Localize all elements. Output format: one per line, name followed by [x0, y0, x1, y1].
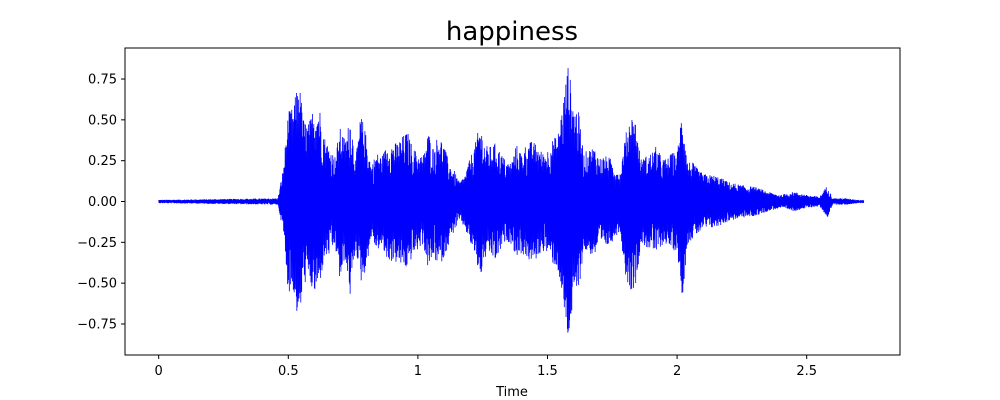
x-tick-label: 0 [155, 364, 163, 379]
chart-title: happiness [446, 17, 578, 47]
x-axis: 0 0.5 1 1.5 2 2.5 [155, 355, 817, 379]
y-tick-label: 0.50 [88, 113, 117, 128]
y-tick-label: −0.75 [77, 317, 117, 332]
x-tick-label: 1 [414, 364, 422, 379]
x-tick-label: 0.5 [278, 364, 299, 379]
y-tick-label: −0.25 [77, 236, 117, 251]
y-tick-label: 0.25 [88, 154, 117, 169]
y-axis: 0.75 0.50 0.25 0.00 −0.25 −0.50 −0.75 [77, 73, 125, 332]
x-tick-label: 1.5 [537, 364, 558, 379]
x-axis-label: Time [495, 385, 528, 400]
waveform-line [158, 68, 865, 333]
y-tick-label: 0.00 [88, 195, 117, 210]
y-tick-label: 0.75 [88, 73, 117, 88]
x-tick-label: 2 [673, 364, 681, 379]
x-tick-label: 2.5 [796, 364, 817, 379]
plot-area [158, 68, 865, 333]
y-tick-label: −0.50 [77, 277, 117, 292]
